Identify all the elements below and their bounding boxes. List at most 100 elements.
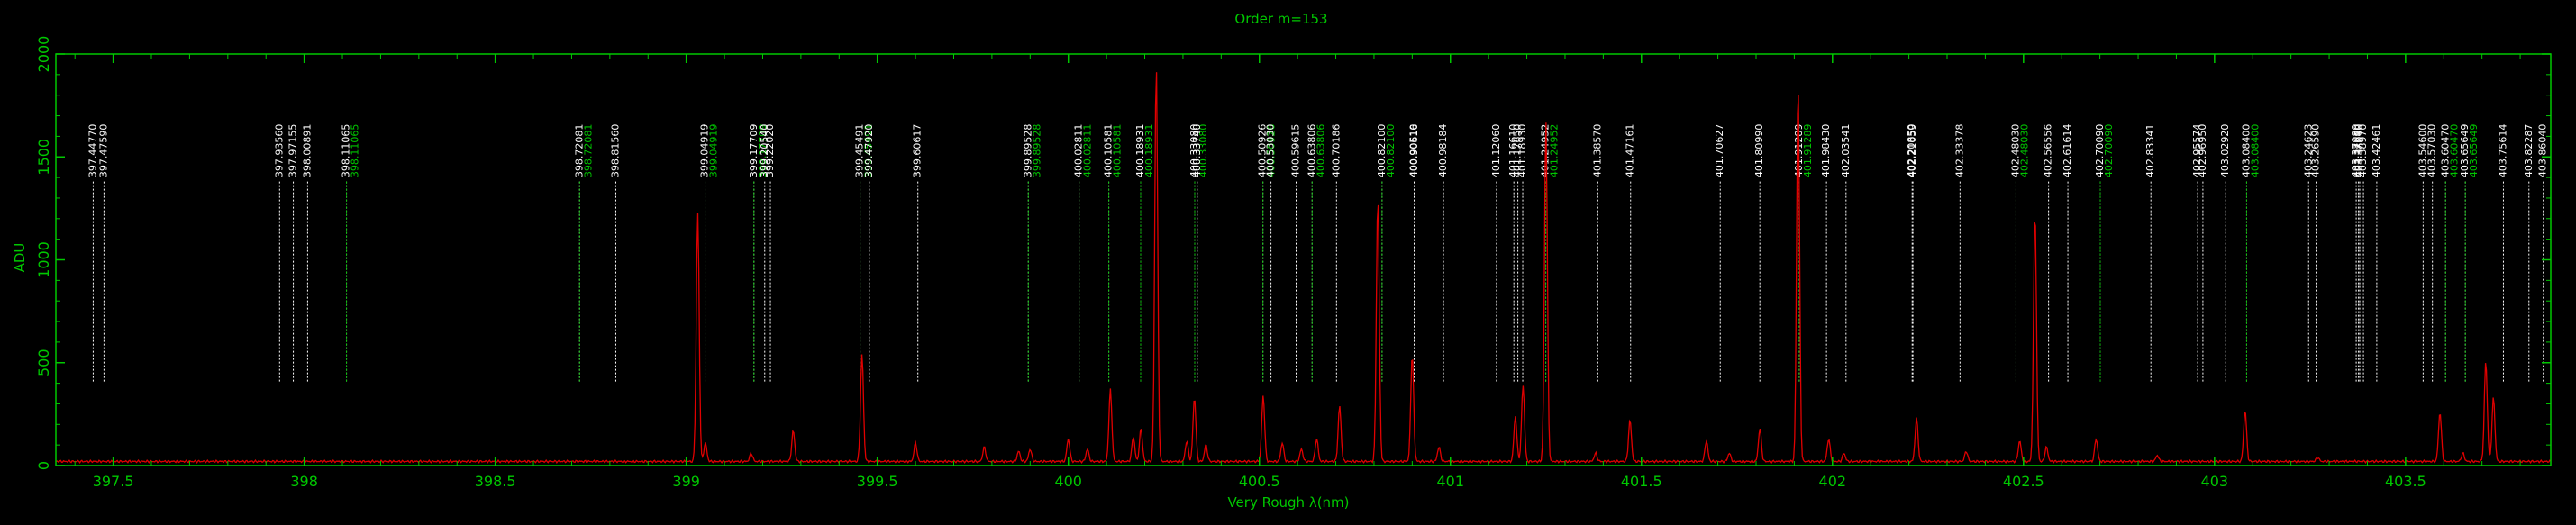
line-marker-label: 402.95574 bbox=[2191, 124, 2203, 178]
line-markers-layer bbox=[92, 181, 2544, 384]
line-marker-label: 398.72081 bbox=[573, 124, 585, 178]
x-axis-label: Very Rough λ(nm) bbox=[1227, 494, 1349, 511]
x-tick-label: 399.5 bbox=[857, 473, 898, 490]
x-tick-label: 400 bbox=[1054, 473, 1082, 490]
line-marker-label: 401.98430 bbox=[1820, 124, 1832, 178]
x-tick-label: 400.5 bbox=[1239, 473, 1280, 490]
x-tick-label: 402.5 bbox=[2003, 473, 2044, 490]
axis-ticks-layer: 397.5 398 398.5 399 399.5 400 400.5 401 401.5 402… bbox=[35, 36, 2551, 490]
line-marker-label: 400.18931 bbox=[1143, 124, 1155, 178]
line-marker-label: 403.54600 bbox=[2417, 124, 2428, 178]
line-marker-label: 403.37080 bbox=[2350, 124, 2362, 178]
line-marker-label: 399.17709 bbox=[757, 124, 769, 178]
line-marker-label: 401.47161 bbox=[1625, 124, 1636, 178]
line-marker-label: 399.04919 bbox=[699, 124, 711, 178]
line-marker-label: 399.89528 bbox=[1022, 124, 1033, 178]
line-marker-label: 400.63806 bbox=[1306, 124, 1317, 178]
line-marker-label: 399.04919 bbox=[708, 124, 720, 178]
line-marker-label: 399.47920 bbox=[863, 124, 875, 178]
line-marker-label: 403.60470 bbox=[2448, 124, 2460, 178]
line-marker-label: 402.83341 bbox=[2144, 124, 2156, 178]
line-marker-label: 401.17650 bbox=[1512, 124, 1524, 178]
line-marker-label: 403.65649 bbox=[2459, 124, 2471, 178]
y-tick-label: 1000 bbox=[35, 241, 52, 278]
x-tick-label: 399 bbox=[672, 473, 700, 490]
line-marker-label: 401.70627 bbox=[1714, 124, 1725, 178]
x-tick-label: 402 bbox=[1819, 473, 1847, 490]
line-marker-label: 403.57030 bbox=[2426, 124, 2438, 178]
line-marker-label: 401.12060 bbox=[1490, 124, 1502, 178]
y-tick-label: 500 bbox=[35, 348, 52, 376]
line-marker-label: 400.10581 bbox=[1103, 124, 1115, 178]
line-marker-label: 402.70090 bbox=[2103, 124, 2115, 178]
line-marker-label: 400.50926 bbox=[1266, 124, 1278, 178]
line-marker-label: 399.45491 bbox=[863, 124, 875, 178]
line-marker-label: 400.59615 bbox=[1290, 124, 1302, 178]
line-marker-label: 399.45491 bbox=[854, 124, 866, 178]
y-tick-label: 0 bbox=[35, 461, 52, 470]
line-marker-label: 398.00891 bbox=[301, 124, 313, 178]
line-marker-label: 401.16610 bbox=[1507, 124, 1519, 178]
line-marker-label: 400.63806 bbox=[1315, 124, 1326, 178]
line-marker-label: 400.18931 bbox=[1134, 124, 1146, 178]
line-marker-label: 401.80990 bbox=[1753, 124, 1765, 178]
line-marker-label: 403.65649 bbox=[2468, 124, 2480, 178]
line-marker-label: 400.33740 bbox=[1191, 124, 1203, 178]
line-marker-label: 400.50926 bbox=[1257, 124, 1269, 178]
line-marker-label: 402.20850 bbox=[1906, 124, 1917, 178]
line-marker-label: 403.75614 bbox=[2497, 124, 2508, 178]
line-marker-label: 400.90616 bbox=[1408, 124, 1420, 178]
line-marker-label: 399.17709 bbox=[748, 124, 760, 178]
x-tick-label: 401.5 bbox=[1621, 473, 1662, 490]
line-marker-label: 403.86040 bbox=[2537, 124, 2549, 178]
line-marker-label: 402.33378 bbox=[1953, 124, 1965, 178]
line-marker-label: 398.11065 bbox=[341, 124, 352, 178]
line-marker-label: 403.38970 bbox=[2357, 124, 2369, 178]
chart-title: Order m=153 bbox=[1234, 11, 1327, 27]
line-marker-label: 400.90510 bbox=[1408, 124, 1420, 178]
line-marker-label: 400.33080 bbox=[1188, 124, 1200, 178]
y-axis-label: ADU bbox=[12, 243, 28, 273]
line-marker-label: 397.44770 bbox=[86, 124, 98, 178]
line-marker-label: 403.37680 bbox=[2353, 124, 2364, 178]
line-marker-label: 403.60470 bbox=[2439, 124, 2451, 178]
line-marker-label: 397.97155 bbox=[287, 124, 299, 178]
x-tick-label: 397.5 bbox=[93, 473, 134, 490]
line-marker-label: 402.21059 bbox=[1907, 124, 1918, 178]
line-marker-label: 402.48030 bbox=[2009, 124, 2021, 178]
line-marker-label: 401.18930 bbox=[1516, 124, 1528, 178]
line-marker-label: 403.08400 bbox=[2240, 124, 2252, 178]
line-marker-label: 402.48030 bbox=[2018, 124, 2030, 178]
x-tick-label: 401 bbox=[1436, 473, 1464, 490]
y-tick-label: 2000 bbox=[35, 36, 52, 73]
line-marker-label: 399.60617 bbox=[912, 124, 924, 178]
line-marker-label: 400.02811 bbox=[1082, 124, 1094, 178]
line-marker-label: 400.33080 bbox=[1197, 124, 1209, 178]
line-marker-label: 403.24623 bbox=[2302, 124, 2314, 178]
line-marker-label: 400.82100 bbox=[1376, 124, 1388, 178]
line-marker-label: 397.93560 bbox=[273, 124, 285, 178]
x-tick-label: 403 bbox=[2201, 473, 2229, 490]
line-marker-label: 403.02920 bbox=[2219, 124, 2231, 178]
line-marker-label: 402.96950 bbox=[2197, 124, 2208, 178]
line-marker-label: 399.89528 bbox=[1031, 124, 1042, 178]
line-marker-label: 400.82100 bbox=[1385, 124, 1397, 178]
line-marker-label: 400.70186 bbox=[1330, 124, 1342, 178]
line-marker-label: 402.03541 bbox=[1840, 124, 1852, 178]
line-marker-label: 403.26590 bbox=[2310, 124, 2322, 178]
y-tick-label: 1500 bbox=[35, 139, 52, 176]
line-marker-label: 403.38010 bbox=[2353, 124, 2365, 178]
line-marker-label: 403.08400 bbox=[2249, 124, 2261, 178]
line-marker-label: 402.56556 bbox=[2043, 124, 2054, 178]
line-marker-label: 399.22020 bbox=[764, 124, 776, 178]
line-marker-label: 402.70090 bbox=[2094, 124, 2106, 178]
line-marker-label: 400.02811 bbox=[1073, 124, 1085, 178]
line-marker-label: 397.47590 bbox=[97, 124, 109, 178]
x-tick-label: 398 bbox=[290, 473, 318, 490]
spectrum-series-line bbox=[55, 72, 2552, 464]
line-marker-label: 403.42461 bbox=[2371, 124, 2382, 178]
line-marker-label: 401.38570 bbox=[1591, 124, 1603, 178]
line-marker-label: 398.11065 bbox=[350, 124, 361, 178]
